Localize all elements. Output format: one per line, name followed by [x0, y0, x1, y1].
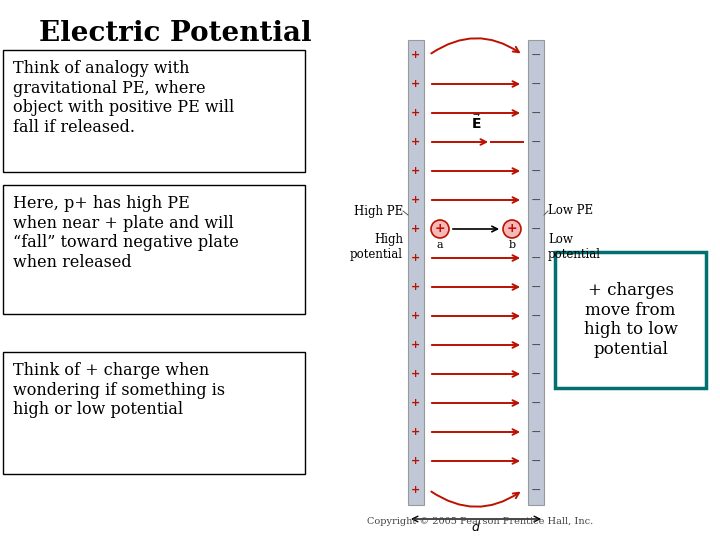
- Text: −: −: [531, 368, 541, 381]
- Text: −: −: [531, 483, 541, 496]
- Text: −: −: [531, 222, 541, 235]
- Text: b: b: [508, 240, 516, 250]
- Text: Think of + charge when
wondering if something is
high or low potential: Think of + charge when wondering if some…: [13, 362, 225, 418]
- Text: +: +: [411, 340, 420, 350]
- Text: −: −: [531, 396, 541, 409]
- FancyBboxPatch shape: [3, 50, 305, 172]
- Text: High PE: High PE: [354, 205, 403, 218]
- Text: −: −: [531, 252, 541, 265]
- FancyBboxPatch shape: [3, 352, 305, 474]
- Text: −: −: [531, 280, 541, 294]
- Text: a: a: [437, 240, 444, 250]
- Text: +: +: [411, 456, 420, 466]
- FancyBboxPatch shape: [528, 40, 544, 505]
- Text: +: +: [411, 79, 420, 89]
- Text: Copyright © 2005 Pearson Prentice Hall, Inc.: Copyright © 2005 Pearson Prentice Hall, …: [367, 517, 593, 526]
- Text: +: +: [411, 224, 420, 234]
- Text: Low PE: Low PE: [548, 205, 593, 218]
- Text: +: +: [411, 195, 420, 205]
- Text: −: −: [531, 49, 541, 62]
- Circle shape: [503, 220, 521, 238]
- Text: Think of analogy with
gravitational PE, where
object with positive PE will
fall : Think of analogy with gravitational PE, …: [13, 60, 234, 136]
- Text: −: −: [531, 309, 541, 322]
- Text: +: +: [411, 369, 420, 379]
- Text: −: −: [531, 193, 541, 206]
- FancyBboxPatch shape: [3, 185, 305, 314]
- Circle shape: [431, 220, 449, 238]
- Text: Electric Potential: Electric Potential: [39, 20, 311, 47]
- Text: −: −: [531, 339, 541, 352]
- Text: +: +: [411, 253, 420, 263]
- FancyBboxPatch shape: [555, 252, 706, 388]
- Text: −: −: [531, 136, 541, 148]
- Text: Here, p+ has high PE
when near + plate and will
“fall” toward negative plate
whe: Here, p+ has high PE when near + plate a…: [13, 195, 239, 271]
- Text: +: +: [435, 222, 445, 235]
- Text: High
potential: High potential: [350, 233, 403, 261]
- Text: +: +: [411, 427, 420, 437]
- Text: +: +: [411, 166, 420, 176]
- Text: −: −: [531, 165, 541, 178]
- Text: +: +: [411, 282, 420, 292]
- Text: −: −: [531, 426, 541, 438]
- Text: $\vec{\mathbf{E}}$: $\vec{\mathbf{E}}$: [471, 113, 481, 132]
- Text: −: −: [531, 106, 541, 119]
- Text: −: −: [531, 455, 541, 468]
- Text: $d$: $d$: [471, 520, 481, 534]
- Text: + charges
move from
high to low
potential: + charges move from high to low potentia…: [583, 282, 678, 358]
- Text: +: +: [411, 398, 420, 408]
- Text: −: −: [531, 78, 541, 91]
- Text: +: +: [411, 50, 420, 60]
- Text: +: +: [411, 137, 420, 147]
- Text: +: +: [411, 311, 420, 321]
- Text: +: +: [411, 108, 420, 118]
- Text: Low
potential: Low potential: [548, 233, 601, 261]
- Text: +: +: [507, 222, 517, 235]
- FancyBboxPatch shape: [408, 40, 424, 505]
- Text: +: +: [411, 485, 420, 495]
